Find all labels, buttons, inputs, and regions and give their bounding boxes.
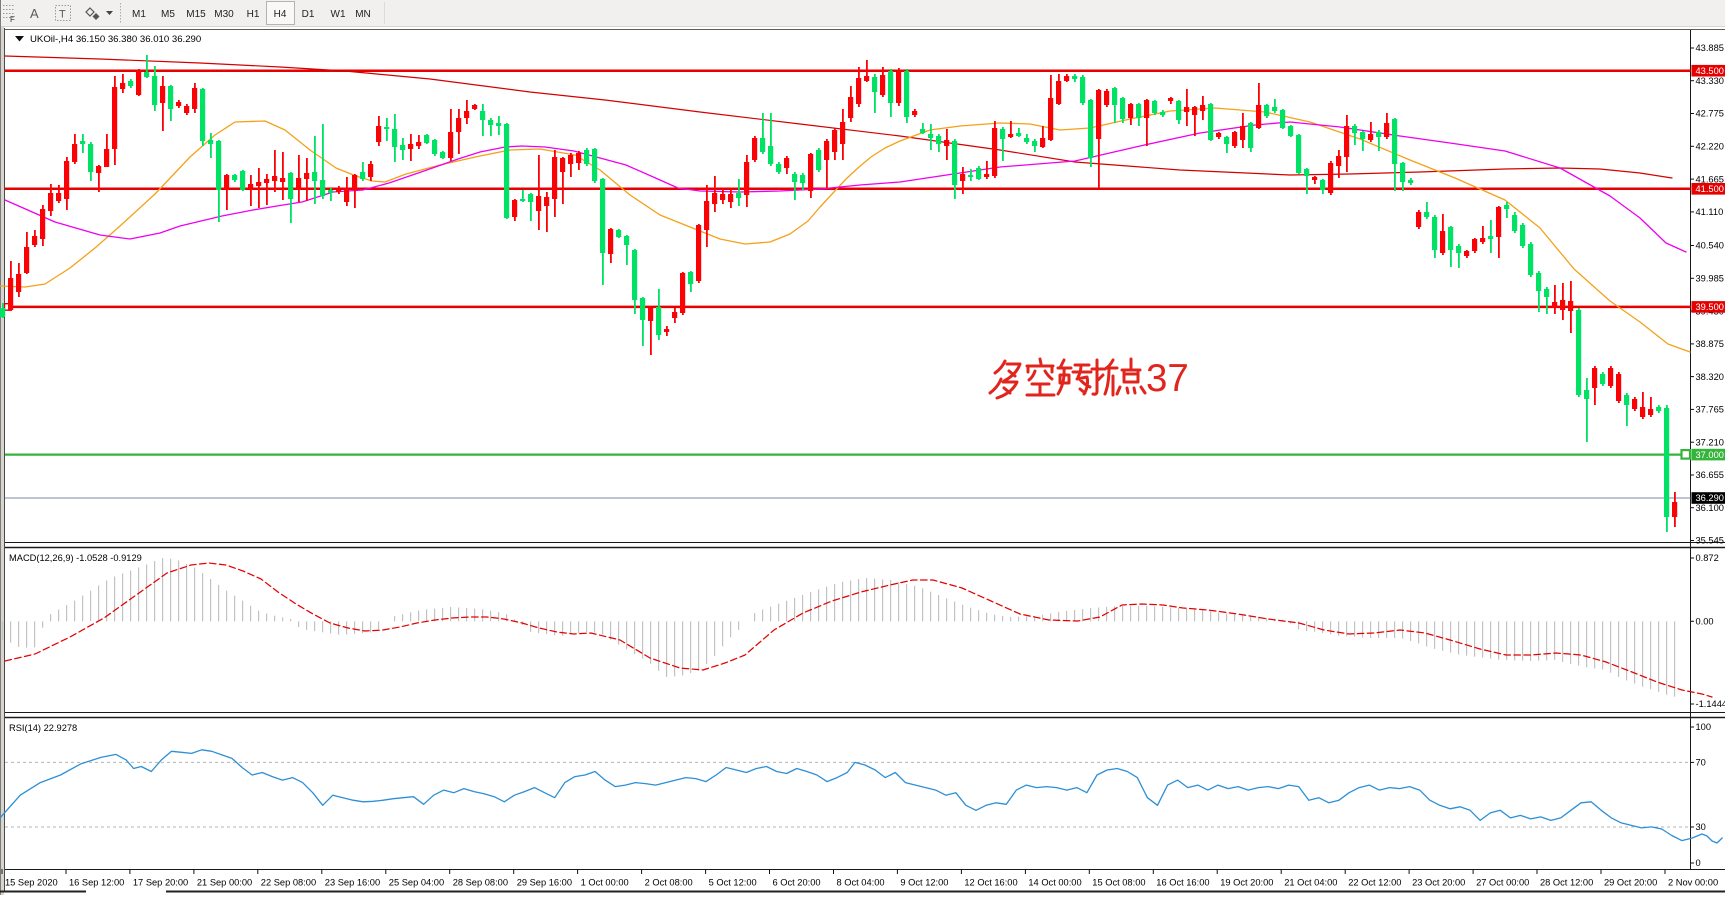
svg-text:29 Sep 16:00: 29 Sep 16:00 [517, 878, 572, 888]
svg-text:36.655: 36.655 [1696, 470, 1724, 480]
svg-text:39.985: 39.985 [1696, 274, 1724, 284]
svg-text:35.545: 35.545 [1696, 536, 1724, 546]
svg-text:MACD(12,26,9) -1.0528 -0.9129: MACD(12,26,9) -1.0528 -0.9129 [9, 553, 142, 563]
svg-text:M15: M15 [186, 9, 206, 20]
svg-text:21 Sep 00:00: 21 Sep 00:00 [197, 878, 252, 888]
svg-text:22 Oct 12:00: 22 Oct 12:00 [1348, 878, 1401, 888]
svg-text:16 Oct 16:00: 16 Oct 16:00 [1156, 878, 1209, 888]
svg-text:8 Oct 04:00: 8 Oct 04:00 [837, 878, 885, 888]
svg-text:1 Oct 00:00: 1 Oct 00:00 [581, 878, 629, 888]
svg-text:43.885: 43.885 [1696, 43, 1724, 53]
svg-text:23 Oct 20:00: 23 Oct 20:00 [1412, 878, 1465, 888]
svg-text:37: 37 [1146, 357, 1189, 400]
svg-text:0.872: 0.872 [1696, 553, 1719, 563]
svg-text:36.100: 36.100 [1696, 503, 1724, 513]
svg-text:17 Sep 20:00: 17 Sep 20:00 [133, 878, 188, 888]
svg-text:39.500: 39.500 [1696, 302, 1724, 312]
svg-text:43.330: 43.330 [1696, 76, 1724, 86]
svg-text:36.290: 36.290 [1696, 493, 1724, 503]
svg-text:38.320: 38.320 [1696, 372, 1724, 382]
svg-text:42.220: 42.220 [1696, 142, 1724, 152]
svg-text:37.765: 37.765 [1696, 405, 1724, 415]
svg-text:22 Sep 08:00: 22 Sep 08:00 [261, 878, 316, 888]
svg-text:6 Oct 20:00: 6 Oct 20:00 [773, 878, 821, 888]
svg-text:MN: MN [355, 9, 371, 20]
svg-text:M30: M30 [214, 9, 234, 20]
svg-text:41.500: 41.500 [1696, 184, 1724, 194]
svg-text:41.665: 41.665 [1696, 174, 1724, 184]
svg-text:12 Oct 16:00: 12 Oct 16:00 [964, 878, 1017, 888]
svg-text:M5: M5 [161, 9, 175, 20]
svg-text:16 Sep 12:00: 16 Sep 12:00 [69, 878, 124, 888]
svg-text:37.000: 37.000 [1696, 450, 1724, 460]
svg-text:25 Sep 04:00: 25 Sep 04:00 [389, 878, 444, 888]
svg-text:H4: H4 [274, 9, 287, 20]
svg-text:21 Oct 04:00: 21 Oct 04:00 [1284, 878, 1337, 888]
svg-text:14 Oct 00:00: 14 Oct 00:00 [1028, 878, 1081, 888]
svg-text:D1: D1 [302, 9, 315, 20]
svg-text:27 Oct 00:00: 27 Oct 00:00 [1476, 878, 1529, 888]
svg-text:W1: W1 [331, 9, 346, 20]
svg-text:28 Oct 12:00: 28 Oct 12:00 [1540, 878, 1593, 888]
svg-text:0.00: 0.00 [1696, 617, 1714, 627]
svg-text:100: 100 [1696, 722, 1712, 732]
svg-text:42.775: 42.775 [1696, 109, 1724, 119]
svg-text:T: T [59, 9, 66, 21]
svg-text:15 Oct 08:00: 15 Oct 08:00 [1092, 878, 1145, 888]
svg-text:29 Oct 20:00: 29 Oct 20:00 [1604, 878, 1657, 888]
svg-text:2 Oct 08:00: 2 Oct 08:00 [645, 878, 693, 888]
svg-text:28 Sep 08:00: 28 Sep 08:00 [453, 878, 508, 888]
svg-text:40.540: 40.540 [1696, 241, 1724, 251]
svg-text:UKOil-,H4 36.150 36.380 36.01: UKOil-,H4 36.150 36.380 36.010 36.290 [30, 34, 201, 45]
svg-text:43.500: 43.500 [1696, 66, 1724, 76]
svg-text:37.210: 37.210 [1696, 437, 1724, 447]
svg-text:5 Oct 12:00: 5 Oct 12:00 [709, 878, 757, 888]
svg-text:9 Oct 12:00: 9 Oct 12:00 [900, 878, 948, 888]
svg-text:-1.1444: -1.1444 [1696, 699, 1725, 709]
svg-text:70: 70 [1696, 758, 1706, 768]
svg-text:23 Sep 16:00: 23 Sep 16:00 [325, 878, 380, 888]
svg-text:A: A [30, 6, 39, 21]
svg-text:RSI(14) 22.9278: RSI(14) 22.9278 [9, 723, 77, 733]
svg-text:0: 0 [1696, 858, 1701, 868]
svg-text:F: F [10, 15, 15, 24]
svg-text:M1: M1 [132, 9, 146, 20]
svg-text:2 Nov 00:00: 2 Nov 00:00 [1668, 878, 1718, 888]
svg-text:19 Oct 20:00: 19 Oct 20:00 [1220, 878, 1273, 888]
svg-text:38.875: 38.875 [1696, 339, 1724, 349]
svg-text:30: 30 [1696, 822, 1706, 832]
svg-text:41.110: 41.110 [1696, 207, 1724, 217]
svg-text:15 Sep 2020: 15 Sep 2020 [5, 878, 58, 888]
svg-text:H1: H1 [247, 9, 260, 20]
